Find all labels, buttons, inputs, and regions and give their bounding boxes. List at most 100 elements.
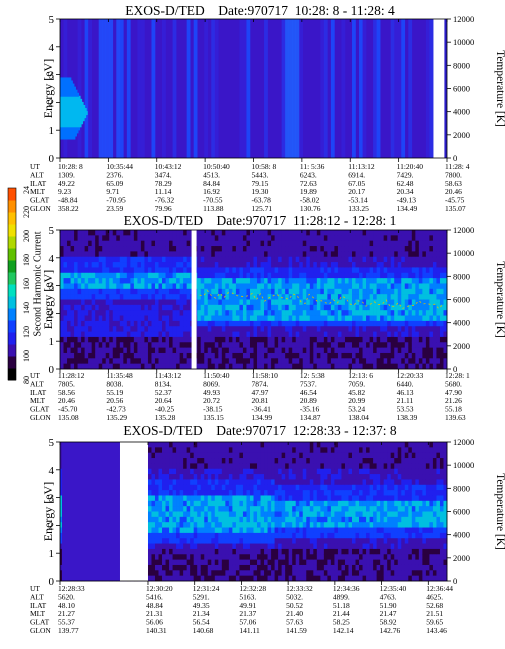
- heatmap-cell: [169, 522, 173, 528]
- heatmap-cell: [323, 326, 328, 332]
- heatmap-cell: [337, 315, 342, 322]
- heatmap-cell: [257, 474, 261, 480]
- heatmap-cell: [285, 442, 289, 448]
- heatmap-cell: [214, 347, 219, 354]
- heatmap-cell: [418, 230, 423, 236]
- heatmap-cell: [179, 326, 184, 332]
- heatmap-cell: [154, 522, 159, 528]
- heatmap-cell: [401, 299, 406, 306]
- heatmap-cell: [439, 272, 444, 279]
- heatmap-cell: [232, 554, 237, 560]
- heatmap-cell: [253, 532, 258, 539]
- heatmap-cell: [151, 511, 156, 518]
- heatmap-cell: [77, 240, 82, 247]
- heatmap-cell: [232, 522, 237, 528]
- heatmap-cell: [98, 342, 103, 348]
- y2-tick-label: 0: [453, 153, 457, 163]
- heatmap-cell: [271, 575, 275, 582]
- heatmap-cell: [432, 230, 437, 236]
- heatmap-cell: [235, 442, 240, 448]
- heatmap-cell: [186, 442, 191, 448]
- heatmap-cell: [154, 490, 159, 496]
- heatmap-cell: [207, 564, 212, 571]
- heatmap-cell: [323, 272, 328, 279]
- heatmap-cell: [274, 516, 279, 523]
- heatmap-cell: [197, 294, 202, 300]
- heatmap-cell: [355, 294, 360, 300]
- heatmap-cell: [218, 352, 223, 359]
- heatmap-cell: [214, 559, 219, 566]
- heatmap-cell: [249, 452, 254, 459]
- heatmap-cell: [278, 564, 282, 571]
- heatmap-cell: [158, 352, 163, 359]
- heatmap-cell: [309, 272, 314, 279]
- heatmap-cell: [344, 294, 349, 300]
- table-cell: 47.97: [252, 388, 269, 397]
- heatmap-cell: [197, 251, 202, 258]
- heatmap-cell: [211, 548, 216, 555]
- heatmap-cell: [81, 331, 85, 338]
- heatmap-cell: [292, 559, 297, 566]
- heatmap-cell: [88, 230, 92, 236]
- heatmap-cell: [362, 326, 367, 332]
- heatmap-cell: [253, 320, 258, 327]
- heatmap-cell: [183, 458, 187, 464]
- heatmap-cell: [274, 235, 279, 241]
- heatmap-cell: [436, 235, 441, 241]
- heatmap-cell: [88, 342, 92, 348]
- heatmap-cell: [60, 86, 76, 91]
- heatmap-cell: [172, 299, 177, 306]
- heatmap-cell: [172, 575, 177, 582]
- heatmap-cell: [362, 310, 367, 316]
- heatmap-cell: [242, 458, 247, 464]
- heatmap-cell: [418, 288, 423, 295]
- heatmap-cell: [271, 230, 275, 236]
- heatmap-cell: [162, 468, 166, 475]
- heatmap-cell: [228, 527, 233, 534]
- heatmap-cell: [281, 288, 286, 295]
- heatmap-cell: [394, 235, 399, 241]
- heatmap-cell: [267, 230, 272, 236]
- heatmap-cell: [432, 246, 437, 252]
- heatmap-cell: [133, 230, 138, 236]
- heatmap-cell: [397, 342, 402, 348]
- heatmap-cell: [60, 554, 64, 560]
- heatmap-cell: [239, 522, 244, 528]
- heatmap-cell: [207, 468, 212, 475]
- heatmap-cell: [225, 500, 230, 507]
- heatmap-cell: [295, 240, 300, 247]
- heatmap-cell: [394, 294, 399, 300]
- heatmap-cell: [158, 463, 163, 470]
- heatmap-cell: [299, 320, 304, 327]
- heatmap-cell: [253, 559, 258, 566]
- heatmap-cell: [81, 294, 85, 300]
- heatmap-cell: [306, 230, 311, 236]
- heatmap-cell: [387, 246, 392, 252]
- heatmap-cell: [264, 442, 268, 448]
- heatmap-cell: [429, 288, 434, 295]
- heatmap-cell: [295, 278, 300, 284]
- heatmap-cell: [369, 235, 374, 241]
- heatmap-cell: [302, 310, 307, 316]
- heatmap-cell: [415, 272, 420, 279]
- heatmap-cell: [401, 240, 406, 247]
- heatmap-column: [390, 19, 395, 158]
- heatmap-cell: [376, 294, 381, 300]
- heatmap-cell: [98, 246, 103, 252]
- table-cell: 138.04: [348, 413, 369, 422]
- heatmap-cell: [274, 336, 279, 343]
- heatmap-cell: [429, 320, 434, 327]
- heatmap-cell: [264, 342, 268, 348]
- heatmap-cell: [130, 251, 135, 258]
- heatmap-column: [77, 19, 82, 158]
- heatmap-cell: [429, 272, 434, 279]
- heatmap-cell: [330, 294, 335, 300]
- heatmap-cell: [362, 272, 367, 279]
- table-cell: 62.48: [397, 179, 414, 188]
- heatmap-cell: [267, 543, 272, 550]
- heatmap-cell: [81, 363, 85, 370]
- heatmap-cell: [154, 468, 159, 475]
- heatmap-cell: [257, 331, 261, 338]
- heatmap-cell: [176, 527, 180, 534]
